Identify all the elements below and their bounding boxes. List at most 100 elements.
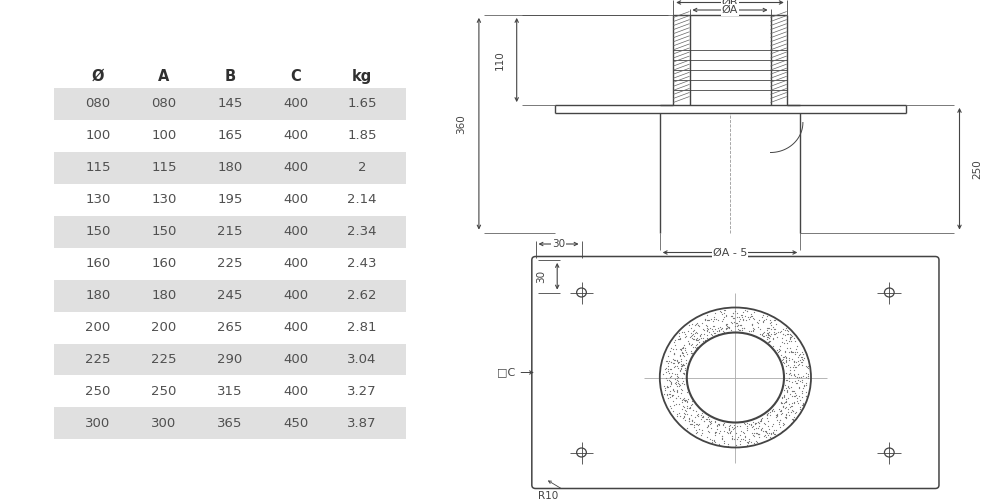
Text: 130: 130	[151, 193, 177, 206]
Point	[739, 441, 755, 449]
Point	[684, 400, 700, 408]
Point	[676, 394, 692, 402]
Point	[675, 344, 691, 352]
Point	[772, 342, 788, 350]
Point	[779, 387, 795, 395]
Point	[711, 430, 727, 438]
Point	[766, 328, 782, 336]
Point	[734, 324, 750, 332]
Point	[794, 358, 810, 366]
Point	[777, 398, 793, 406]
Point	[766, 325, 782, 333]
Point	[714, 324, 730, 332]
Point	[678, 407, 694, 415]
Point	[765, 324, 781, 332]
Point	[673, 355, 689, 363]
Point	[693, 410, 709, 418]
Point	[679, 424, 695, 432]
Point	[711, 326, 727, 334]
Point	[671, 382, 687, 390]
Point	[660, 394, 676, 402]
Point	[673, 364, 689, 372]
Point	[722, 428, 738, 436]
Text: 115: 115	[85, 161, 111, 174]
Point	[721, 426, 737, 434]
Point	[689, 334, 705, 342]
Point	[677, 346, 693, 354]
Point	[699, 422, 715, 430]
Point	[676, 412, 692, 420]
Point	[760, 324, 776, 332]
Point	[743, 327, 759, 335]
Point	[725, 314, 741, 322]
Point	[764, 422, 780, 430]
Point	[732, 437, 748, 445]
Point	[785, 407, 801, 415]
Point	[697, 315, 713, 323]
Point	[794, 401, 810, 409]
Point	[781, 336, 797, 344]
Point	[780, 382, 796, 390]
Point	[710, 420, 726, 428]
Point	[727, 306, 743, 314]
Point	[736, 428, 752, 436]
Point	[769, 332, 785, 340]
Point	[767, 316, 783, 324]
Point	[778, 384, 794, 392]
Point	[657, 386, 673, 394]
Point	[778, 410, 794, 418]
Point	[729, 319, 745, 327]
Point	[668, 394, 684, 402]
Point	[786, 370, 802, 378]
Point	[746, 325, 762, 333]
Point	[784, 406, 800, 414]
Point	[776, 420, 792, 428]
Point	[725, 309, 741, 317]
Point	[715, 420, 731, 428]
Point	[718, 324, 734, 332]
Point	[658, 368, 674, 376]
Point	[668, 378, 684, 386]
Point	[707, 438, 723, 446]
Point	[768, 320, 784, 328]
Point	[753, 415, 769, 423]
Point	[777, 326, 793, 334]
Point	[762, 316, 778, 324]
Point	[716, 437, 732, 445]
Point	[787, 364, 803, 372]
Point	[675, 360, 691, 368]
Text: 400: 400	[283, 257, 309, 270]
Point	[688, 408, 704, 416]
Point	[764, 406, 780, 414]
Text: 150: 150	[151, 225, 177, 238]
Point	[659, 376, 675, 384]
Point	[684, 349, 700, 357]
Point	[670, 376, 686, 384]
Point	[794, 378, 810, 386]
Text: R10: R10	[538, 491, 559, 500]
Point	[753, 416, 769, 424]
Point	[732, 315, 748, 323]
Point	[695, 334, 711, 342]
Text: 160: 160	[85, 257, 111, 270]
Point	[780, 330, 796, 338]
Point	[780, 328, 796, 336]
Point	[665, 408, 681, 416]
Point	[678, 348, 694, 356]
Point	[795, 356, 811, 364]
Point	[741, 315, 757, 323]
Point	[675, 351, 691, 359]
Point	[660, 362, 676, 370]
Point	[714, 310, 730, 318]
Point	[671, 410, 687, 418]
Point	[772, 328, 788, 336]
Point	[707, 418, 723, 426]
Point	[683, 324, 699, 332]
Point	[675, 342, 691, 350]
Point	[689, 319, 705, 327]
Point	[760, 432, 776, 440]
Point	[750, 323, 766, 331]
Point	[751, 418, 767, 426]
Point	[690, 336, 706, 344]
Bar	[54, 184, 406, 216]
